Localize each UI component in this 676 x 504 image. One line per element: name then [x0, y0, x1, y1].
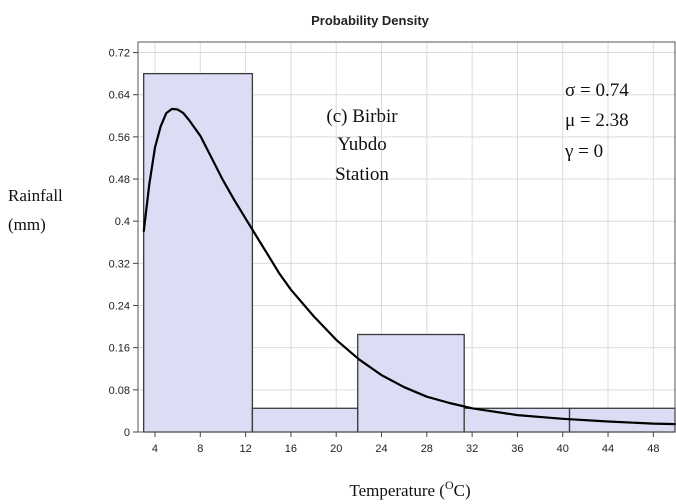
histogram-bars: [143, 72, 676, 433]
param-sigma: σ = 0.74: [565, 80, 629, 101]
x-tick-label-8: 36: [511, 443, 523, 455]
station-annotation-line2: Yubdo: [337, 134, 387, 155]
param-mu: μ = 2.38: [565, 110, 629, 131]
y-tick-label-1: 0.08: [109, 385, 130, 397]
y-tick-label-4: 0.32: [109, 258, 130, 270]
param-gamma: γ = 0: [564, 141, 603, 162]
y-tick-label-3: 0.24: [109, 301, 130, 313]
y-tick-label-6: 0.48: [109, 174, 130, 186]
x-tick-label-3: 16: [285, 443, 297, 455]
histogram-bar-3: [463, 407, 571, 433]
station-annotation-line3: Station: [335, 164, 389, 185]
x-tick-label-5: 24: [375, 443, 387, 455]
x-tick-label-9: 40: [557, 443, 569, 455]
y-axis-label-line2: (mm): [8, 215, 46, 234]
x-axis-ticks: 4 8 12 16 20 24 28 32 36 40 44 48: [152, 432, 659, 455]
y-tick-label-8: 0.64: [109, 90, 130, 102]
x-tick-label-10: 44: [602, 443, 614, 455]
y-tick-label-5: 0.4: [115, 216, 130, 228]
y-tick-label-2: 0.16: [109, 343, 130, 355]
x-tick-label-6: 28: [421, 443, 433, 455]
y-tick-label-7: 0.56: [109, 132, 130, 144]
y-tick-label-0: 0: [124, 427, 130, 439]
y-tick-label-9: 0.72: [109, 48, 130, 60]
y-axis-label-line1: Rainfall: [8, 186, 63, 205]
x-tick-label-7: 32: [466, 443, 478, 455]
x-tick-label-0: 4: [152, 443, 158, 455]
x-tick-label-4: 20: [330, 443, 342, 455]
histogram-bar-0: [143, 72, 254, 433]
density-curve: [142, 107, 676, 426]
station-annotation-line1: (c) Birbir: [326, 106, 398, 127]
x-axis-label: Temperature (OC): [349, 478, 470, 500]
y-axis-ticks: 0 0.08 0.16 0.24 0.32 0.4 0.48 0.56 0.64 0.72: [109, 48, 138, 439]
x-tick-label-2: 12: [239, 443, 251, 455]
x-tick-label-11: 48: [647, 443, 659, 455]
histogram-bar-1: [251, 407, 359, 433]
x-tick-label-1: 8: [197, 443, 203, 455]
chart-title: Probability Density: [311, 13, 430, 28]
plot-frame: [137, 41, 676, 433]
density-curve-group: [142, 107, 676, 426]
histogram-bar-2: [357, 333, 465, 433]
